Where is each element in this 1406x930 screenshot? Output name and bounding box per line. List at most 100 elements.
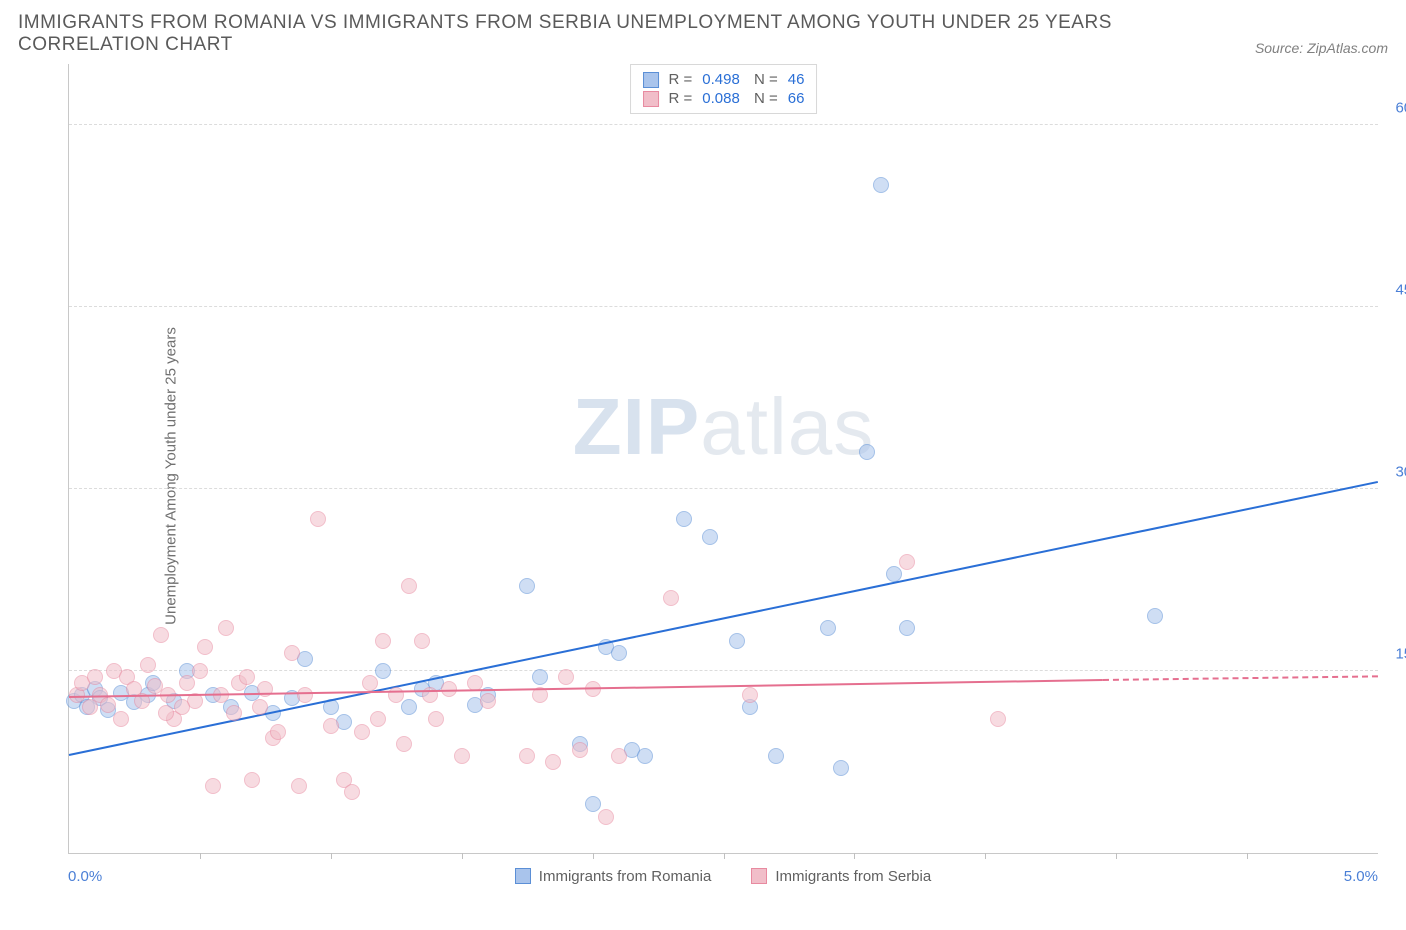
scatter-point xyxy=(158,705,174,721)
n-value: 46 xyxy=(788,71,805,88)
x-tick xyxy=(331,853,332,859)
scatter-point xyxy=(192,663,208,679)
x-tick xyxy=(1247,853,1248,859)
gridline xyxy=(69,670,1378,671)
source-attribution: Source: ZipAtlas.com xyxy=(1255,40,1388,56)
y-tick-label: 60.0% xyxy=(1395,99,1406,116)
scatter-point xyxy=(396,736,412,752)
scatter-point xyxy=(519,578,535,594)
y-tick-label: 30.0% xyxy=(1395,463,1406,480)
swatch-icon xyxy=(515,868,531,884)
scatter-point xyxy=(244,772,260,788)
scatter-point xyxy=(990,711,1006,727)
scatter-point xyxy=(414,633,430,649)
y-tick-label: 45.0% xyxy=(1395,281,1406,298)
swatch-icon xyxy=(751,868,767,884)
chart-title: IMMIGRANTS FROM ROMANIA VS IMMIGRANTS FR… xyxy=(18,12,1118,56)
x-tick xyxy=(593,853,594,859)
plot-area: ZIPatlas R =0.498 N =46 R =0.088 N =66 1… xyxy=(68,64,1378,854)
scatter-point xyxy=(558,669,574,685)
scatter-point xyxy=(859,444,875,460)
scatter-point xyxy=(585,796,601,812)
x-axis-min-label: 0.0% xyxy=(68,868,102,885)
scatter-point xyxy=(899,620,915,636)
scatter-point xyxy=(545,754,561,770)
scatter-point xyxy=(270,724,286,740)
scatter-point xyxy=(179,675,195,691)
gridline xyxy=(69,488,1378,489)
legend-stats-row: R =0.498 N =46 xyxy=(643,71,805,88)
r-value: 0.088 xyxy=(702,90,740,107)
scatter-point xyxy=(729,633,745,649)
swatch-icon xyxy=(643,91,659,107)
scatter-point xyxy=(375,663,391,679)
trend-line xyxy=(69,481,1378,756)
legend-label: Immigrants from Romania xyxy=(539,868,712,885)
trend-line-dashed xyxy=(1103,675,1378,681)
scatter-point xyxy=(873,177,889,193)
legend-stats-box: R =0.498 N =46 R =0.088 N =66 xyxy=(630,64,818,114)
x-axis-max-label: 5.0% xyxy=(1344,868,1378,885)
scatter-point xyxy=(637,748,653,764)
scatter-point xyxy=(362,675,378,691)
chart-container: Unemployment Among Youth under 25 years … xyxy=(18,64,1388,888)
scatter-point xyxy=(663,590,679,606)
scatter-point xyxy=(375,633,391,649)
scatter-point xyxy=(519,748,535,764)
y-tick-label: 15.0% xyxy=(1395,645,1406,662)
scatter-point xyxy=(205,778,221,794)
x-axis-row: 0.0% Immigrants from Romania Immigrants … xyxy=(68,864,1378,888)
scatter-point xyxy=(768,748,784,764)
scatter-point xyxy=(310,511,326,527)
scatter-point xyxy=(1147,608,1163,624)
scatter-point xyxy=(401,699,417,715)
scatter-point xyxy=(611,748,627,764)
scatter-point xyxy=(899,554,915,570)
scatter-point xyxy=(401,578,417,594)
scatter-point xyxy=(291,778,307,794)
scatter-point xyxy=(140,657,156,673)
scatter-point xyxy=(174,699,190,715)
swatch-icon xyxy=(643,72,659,88)
scatter-point xyxy=(532,669,548,685)
scatter-point xyxy=(354,724,370,740)
scatter-point xyxy=(598,809,614,825)
x-tick xyxy=(854,853,855,859)
gridline xyxy=(69,124,1378,125)
scatter-point xyxy=(370,711,386,727)
x-tick xyxy=(462,853,463,859)
gridline xyxy=(69,306,1378,307)
watermark: ZIPatlas xyxy=(573,381,874,473)
scatter-point xyxy=(454,748,470,764)
scatter-point xyxy=(572,742,588,758)
legend-label: Immigrants from Serbia xyxy=(775,868,931,885)
scatter-point xyxy=(218,620,234,636)
legend-item: Immigrants from Romania xyxy=(515,868,712,885)
scatter-point xyxy=(480,693,496,709)
x-tick xyxy=(1116,853,1117,859)
scatter-point xyxy=(428,711,444,727)
scatter-point xyxy=(147,678,163,694)
legend-item: Immigrants from Serbia xyxy=(751,868,931,885)
scatter-point xyxy=(252,699,268,715)
scatter-point xyxy=(886,566,902,582)
scatter-point xyxy=(100,697,116,713)
scatter-point xyxy=(702,529,718,545)
scatter-point xyxy=(833,760,849,776)
scatter-point xyxy=(284,645,300,661)
x-tick xyxy=(724,853,725,859)
scatter-point xyxy=(297,687,313,703)
scatter-point xyxy=(344,784,360,800)
series-legend: Immigrants from Romania Immigrants from … xyxy=(515,868,931,885)
x-tick xyxy=(200,853,201,859)
r-value: 0.498 xyxy=(702,71,740,88)
scatter-point xyxy=(197,639,213,655)
scatter-point xyxy=(153,627,169,643)
scatter-point xyxy=(742,687,758,703)
scatter-point xyxy=(611,645,627,661)
scatter-point xyxy=(676,511,692,527)
scatter-point xyxy=(87,669,103,685)
scatter-point xyxy=(113,711,129,727)
scatter-point xyxy=(820,620,836,636)
scatter-point xyxy=(239,669,255,685)
